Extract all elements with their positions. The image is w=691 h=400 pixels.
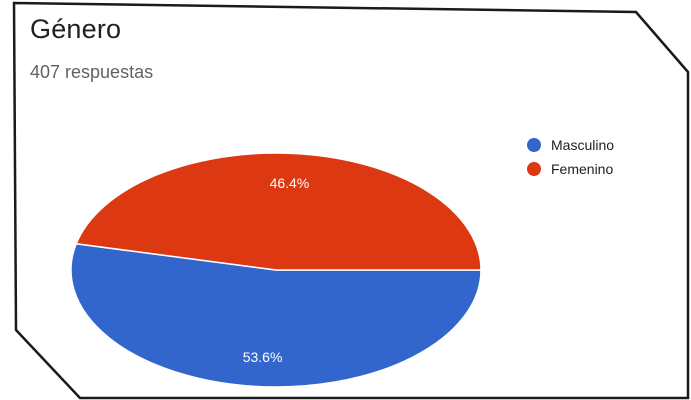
slice-label-masculino: 53.6% — [243, 349, 283, 365]
pie-slice-masculino[interactable] — [70, 242, 482, 388]
legend-label: Femenino — [551, 161, 614, 177]
legend-item-masculino[interactable]: Masculino — [527, 133, 614, 157]
pie-slice-femenino[interactable] — [75, 152, 482, 271]
card-title: Género — [30, 14, 122, 44]
chart-legend: Masculino Femenino — [527, 133, 614, 181]
slice-label-femenino: 46.4% — [270, 175, 310, 191]
response-count: 407 respuestas — [30, 62, 154, 82]
legend-swatch — [527, 162, 541, 176]
legend-swatch — [527, 138, 541, 152]
legend-item-femenino[interactable]: Femenino — [527, 157, 614, 181]
legend-label: Masculino — [551, 137, 615, 153]
